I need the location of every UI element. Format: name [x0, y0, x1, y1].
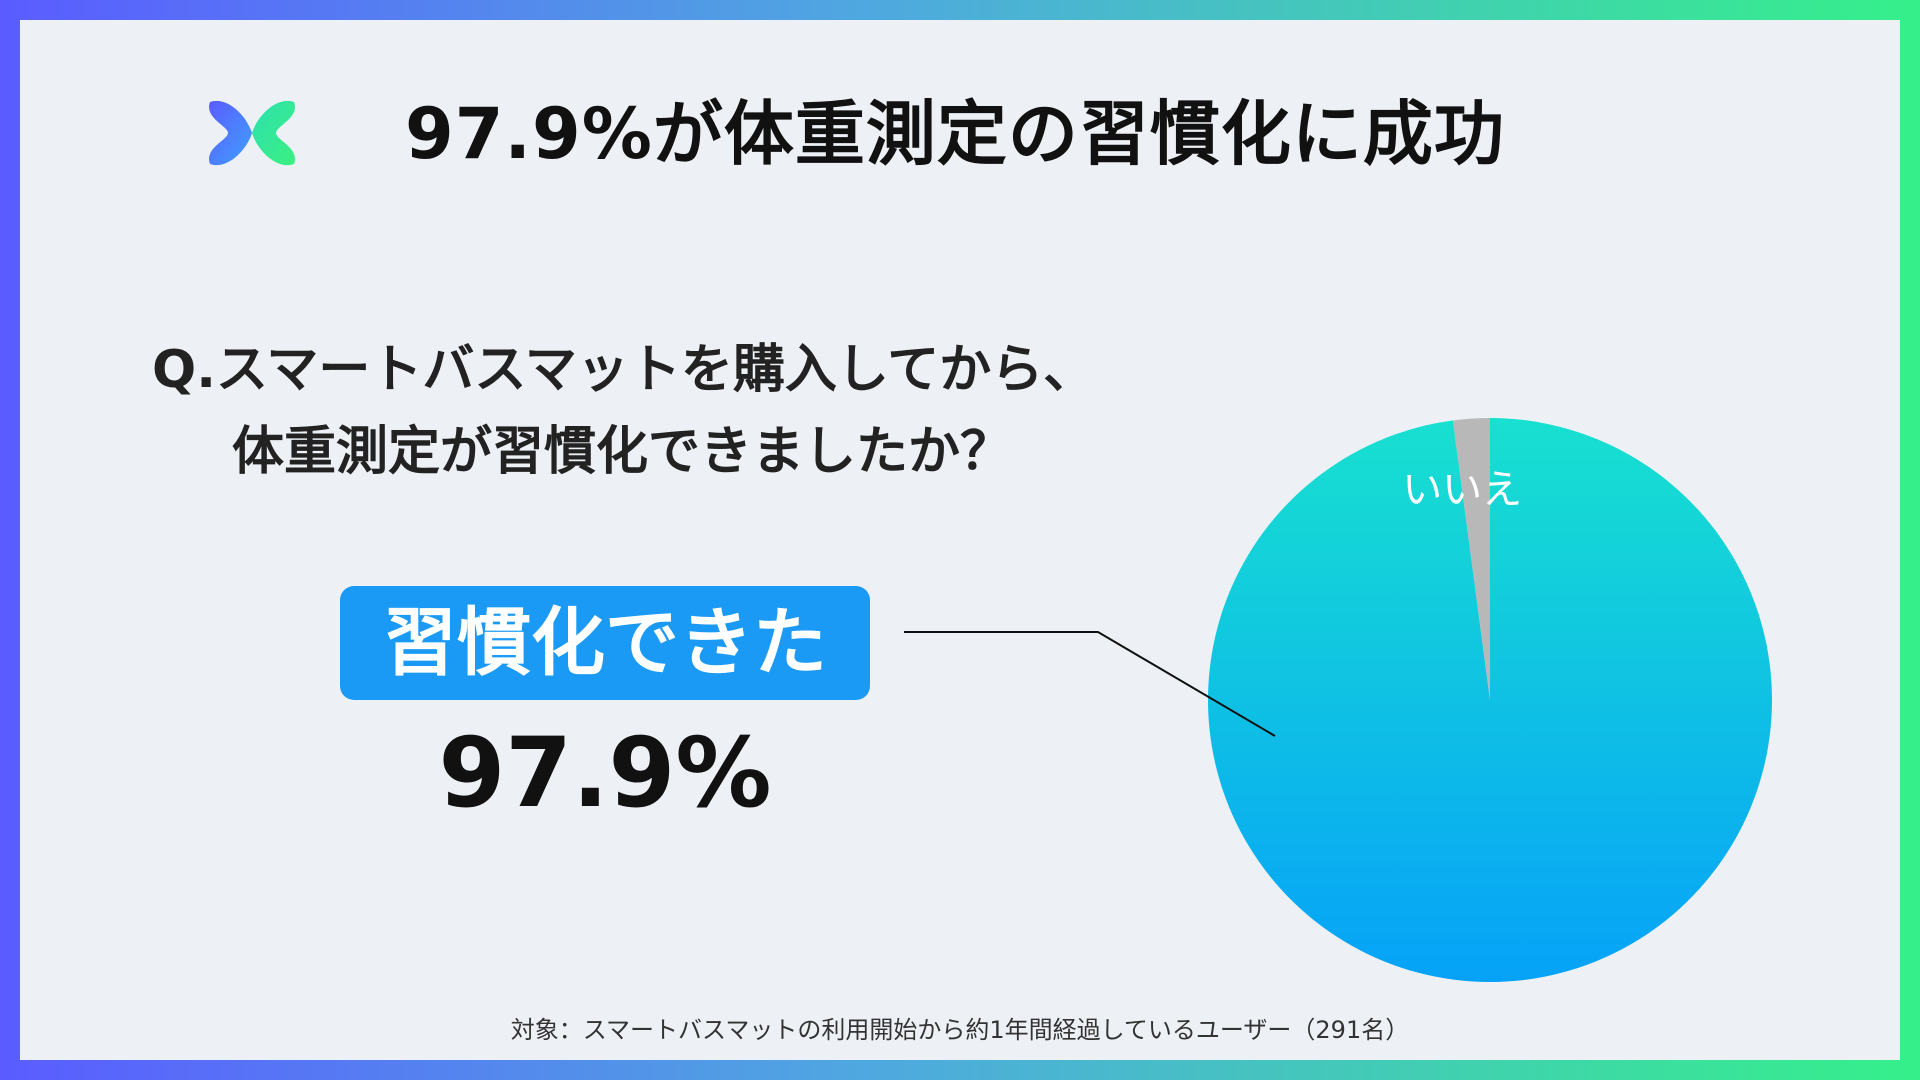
answer-percentage: 97.9%	[438, 717, 772, 829]
question-line-2: 体重測定が習慣化できましたか？	[232, 422, 1013, 482]
question-line-1: Q.スマートバスマットを購入してから、	[152, 340, 1096, 400]
pie-chart: いいえ	[1208, 418, 1772, 982]
pie-slice-label: いいえ	[1402, 467, 1522, 513]
footnote: 対象：スマートバスマットの利用開始から約1年間経過しているユーザー（291名）	[510, 1016, 1410, 1044]
brand-logo-icon	[209, 100, 295, 166]
page-title: 97.9%が体重測定の習慣化に成功	[405, 93, 1505, 175]
answer-label-badge: 習慣化できた	[340, 586, 870, 700]
pie-slice-2	[1452, 418, 1490, 700]
